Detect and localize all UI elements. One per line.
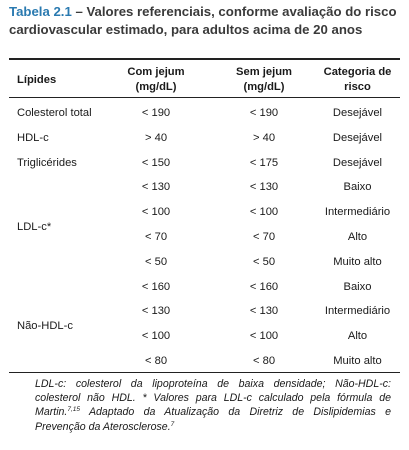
fasting-cell: < 160 — [141, 280, 171, 293]
table-footnote: LDL-c: colesterol da lipoproteína de bai… — [35, 377, 391, 434]
category-cell: Muito alto — [333, 355, 382, 367]
category-cell: Desejável — [332, 107, 383, 119]
lipid-cell: Colesterol total — [17, 107, 92, 119]
non-fasting-cell: < 160 — [249, 280, 279, 293]
header-fasting: Com jejum (mg/dL) — [127, 66, 185, 93]
non-fasting-cell: < 50 — [252, 255, 276, 268]
fasting-cell: < 100 — [141, 206, 171, 219]
non-fasting-cell: < 100 — [249, 330, 279, 343]
footnote-source: Adaptado da Atualização da Diretriz de D… — [35, 406, 391, 433]
fasting-cell: < 50 — [144, 255, 168, 268]
non-fasting-cell: < 80 — [252, 355, 276, 367]
non-fasting-cell: < 130 — [249, 181, 279, 194]
table-number: Tabela 2.1 — [9, 4, 72, 19]
header-non-fasting: Sem jejum (mg/dL) — [236, 66, 292, 93]
header-rule — [9, 97, 400, 98]
non-fasting-cell: > 40 — [252, 131, 276, 144]
category-cell: Desejável — [332, 156, 383, 169]
fasting-cell: > 40 — [144, 131, 168, 144]
non-fasting-cell: < 130 — [249, 305, 279, 318]
category-cell: Desejável — [332, 131, 383, 144]
fasting-cell: < 130 — [141, 181, 171, 194]
fasting-cell: < 150 — [141, 156, 171, 169]
header-lipid: Lípides — [17, 74, 57, 86]
category-cell: Alto — [347, 231, 368, 243]
fasting-cell: < 190 — [141, 107, 171, 119]
non-fasting-cell: < 100 — [249, 206, 279, 219]
category-cell: Intermediário — [324, 206, 391, 219]
fasting-cell: < 130 — [141, 305, 171, 318]
category-cell: Alto — [347, 330, 368, 343]
title-dash: – — [71, 4, 87, 19]
category-cell: Muito alto — [333, 255, 382, 268]
lipid-cell: Triglicérides — [17, 156, 77, 169]
category-cell: Baixo — [343, 181, 372, 194]
lipid-cell: HDL-c — [17, 131, 49, 144]
table-description: Valores referenciais, conforme avaliação… — [9, 4, 397, 37]
group-label-ldl: LDL-c* — [17, 221, 52, 233]
footnote-ref-2: 7 — [170, 420, 175, 428]
header-category: Categoria de risco — [323, 66, 392, 93]
table-title: Tabela 2.1 – Valores referenciais, confo… — [9, 3, 401, 38]
footnote-text: LDL-c: colesterol da lipoproteína de bai… — [35, 378, 391, 419]
fasting-cell: < 80 — [144, 355, 168, 367]
category-cell: Baixo — [343, 280, 372, 293]
fasting-cell: < 100 — [141, 330, 171, 343]
table-bottom-rule — [9, 372, 400, 373]
footnote-ref-1: 7,15 — [67, 406, 81, 414]
non-fasting-cell: < 190 — [249, 107, 279, 119]
table-top-rule — [9, 58, 400, 60]
group-label-non-hdl: Não-HDL-c — [17, 320, 73, 332]
category-cell: Intermediário — [324, 305, 391, 318]
non-fasting-cell: < 70 — [252, 231, 276, 243]
non-fasting-cell: < 175 — [249, 156, 279, 169]
fasting-cell: < 70 — [144, 231, 168, 243]
